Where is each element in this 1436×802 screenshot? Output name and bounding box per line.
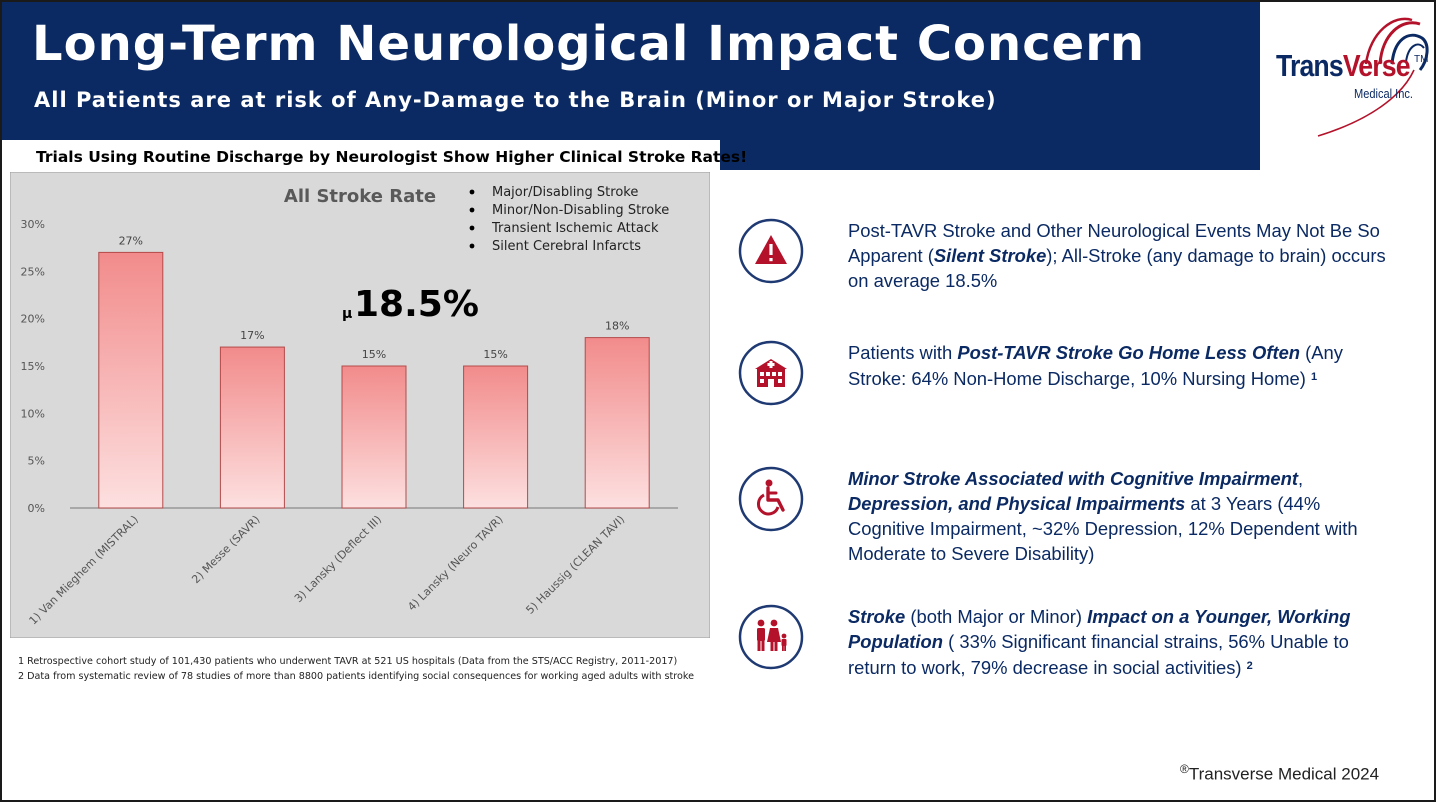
logo-swoosh-icon <box>1317 17 1429 137</box>
warning-icon <box>738 218 804 284</box>
hospital-icon <box>738 340 804 406</box>
y-tick-label: 25% <box>21 265 45 278</box>
data-label: 27% <box>119 234 143 247</box>
data-label: 15% <box>362 348 386 361</box>
legend-bullet <box>469 189 475 195</box>
y-tick-label: 15% <box>21 360 45 373</box>
y-tick-label: 20% <box>21 313 45 326</box>
bar <box>584 337 650 509</box>
page-title: Long-Term Neurological Impact Concern <box>32 16 1146 72</box>
data-label: 15% <box>483 348 507 361</box>
header-banner: Long-Term Neurological Impact Concern Al… <box>2 2 1260 140</box>
y-tick-label: 5% <box>28 455 45 468</box>
chart-heading: Trials Using Routine Discharge by Neurol… <box>36 148 748 166</box>
bar <box>463 365 529 509</box>
bar <box>98 251 164 509</box>
legend-bullet <box>469 243 475 249</box>
y-tick-label: 10% <box>21 407 45 420</box>
footnotes: 1 Retrospective cohort study of 101,430 … <box>18 654 694 684</box>
bar <box>219 346 285 509</box>
legend-bullet <box>469 225 475 231</box>
legend-item: Silent Cerebral Infarcts <box>492 239 641 254</box>
key-point-text: Patients with Post-TAVR Stroke Go Home L… <box>848 342 1343 389</box>
mean-value: 18.5% <box>354 284 479 325</box>
key-point-text: Post-TAVR Stroke and Other Neurological … <box>848 220 1386 291</box>
y-tick-label: 0% <box>28 502 45 515</box>
y-tick-label: 30% <box>21 218 45 231</box>
bar <box>341 365 407 509</box>
data-label: 18% <box>605 320 629 333</box>
family-icon <box>738 604 804 670</box>
legend-item: Minor/Non-Disabling Stroke <box>492 203 669 218</box>
company-logo: TransVerse TM Medical Inc. <box>1262 4 1432 140</box>
logo-trademark: TM <box>1414 54 1429 65</box>
chart-legend: Major/Disabling Stroke Minor/Non-Disablin… <box>469 185 669 254</box>
key-point-text: Minor Stroke Associated with Cognitive I… <box>848 468 1358 564</box>
legend-item: Transient Ischemic Attack <box>491 221 659 236</box>
stroke-rate-bar-chart: 0%5%10%15%20%25%30% 27%17%15% 15%18% 1) V… <box>10 172 710 638</box>
legend-item: Major/Disabling Stroke <box>492 185 638 200</box>
data-label: 17% <box>240 329 264 342</box>
copyright: ®Transverse Medical 2024 <box>1180 762 1380 784</box>
logo-wordmark: TransVerse <box>1276 48 1411 83</box>
footnote-1: 1 Retrospective cohort study of 101,430 … <box>18 656 678 667</box>
wheelchair-icon <box>738 466 804 532</box>
bars: 27% 17% 15% 15% 18% <box>98 234 650 509</box>
page-subtitle: All Patients are at risk of Any-Damage t… <box>34 88 997 112</box>
y-axis: 0% 5% 10% 15% 20% 25% 30% <box>21 218 45 515</box>
header-banner-tab <box>720 140 1260 170</box>
mean-symbol: μ <box>342 306 352 322</box>
key-point-text: Stroke (both Major or Minor) Impact on a… <box>848 606 1351 678</box>
chart-title: All Stroke Rate <box>284 186 436 207</box>
logo-subtitle: Medical Inc. <box>1354 86 1413 101</box>
legend-bullet <box>469 207 475 213</box>
footnote-2: 2 Data from systematic review of 78 stud… <box>18 671 694 682</box>
